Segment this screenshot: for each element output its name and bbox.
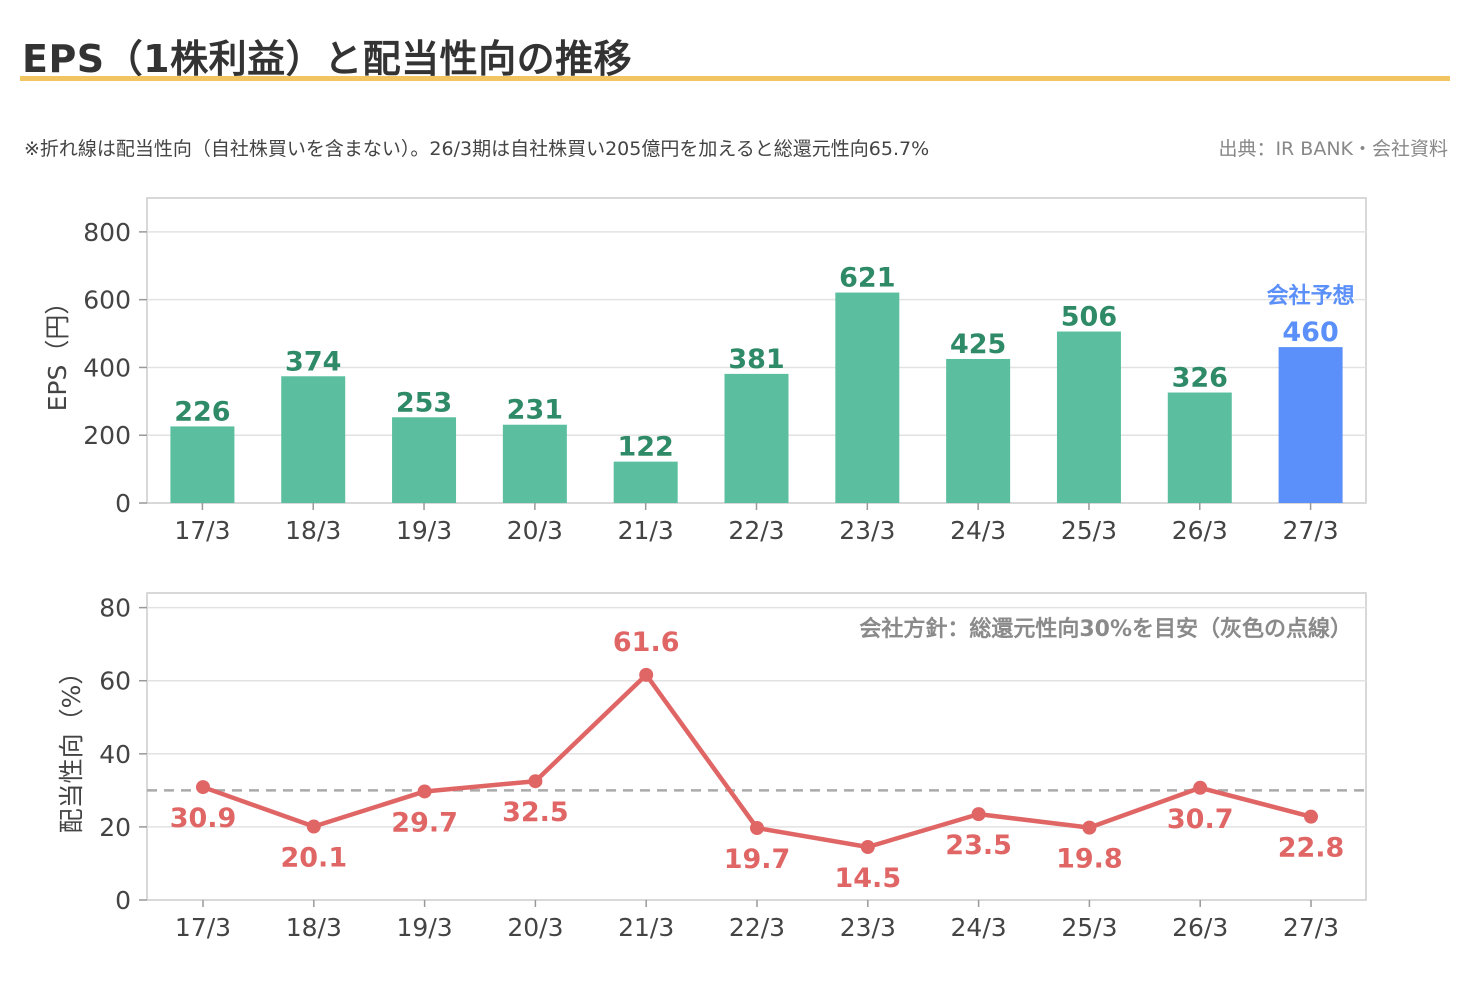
payout-line-chart: 0 20 40 60 80 配当性向（%） 会社方針：総還元性向30%を目安（灰色の点線） 3…: [57, 592, 1367, 942]
eps-x-tick-label: 20/3: [507, 516, 563, 545]
eps-value-label: 425: [950, 329, 1006, 360]
eps-value-label: 253: [396, 387, 452, 418]
eps-x-tick-label: 19/3: [396, 516, 452, 545]
payout-point: [971, 807, 986, 822]
eps-y-tick-label: 0: [115, 489, 131, 518]
payout-x-tick-label: 17/3: [175, 913, 231, 942]
eps-bar-chart: 0 200 400 600 800 EPS（円） 226 17/3 374 18/3 253 19/3…: [43, 197, 1367, 545]
payout-x-tick-label: 19/3: [397, 913, 453, 942]
chart-note: ※折れ線は配当性向（自社株買いを含まない）。26/3期は自社株買い205億円を加…: [24, 138, 930, 160]
payout-value-label: 30.9: [170, 803, 237, 834]
payout-y-tick-label: 60: [99, 667, 131, 696]
payout-value-label: 19.8: [1056, 844, 1123, 875]
eps-bar: [724, 373, 789, 503]
payout-point: [196, 780, 210, 795]
page-title: EPS（1株利益）と配当性向の推移: [22, 37, 633, 81]
payout-value-label: 14.5: [834, 863, 901, 894]
payout-point: [860, 840, 875, 855]
eps-x-tick-label: 25/3: [1061, 516, 1117, 545]
payout-value-label: 20.1: [280, 843, 347, 874]
payout-point: [750, 821, 764, 836]
eps-x-tick-label: 21/3: [618, 516, 674, 545]
eps-bar: [392, 417, 457, 503]
payout-x-tick-label: 26/3: [1172, 913, 1228, 942]
payout-x-tick-label: 25/3: [1061, 913, 1117, 942]
eps-x-tick-label: 17/3: [174, 516, 230, 545]
payout-value-label: 30.7: [1167, 804, 1234, 835]
eps-bar-forecast: [1278, 347, 1343, 503]
payout-value-label: 23.5: [945, 830, 1012, 861]
payout-y-tick-label: 40: [99, 740, 131, 769]
payout-point: [306, 819, 321, 834]
eps-value-label: 621: [839, 263, 895, 294]
payout-x-tick-label: 27/3: [1283, 913, 1339, 942]
eps-y-tick-label: 600: [83, 286, 131, 315]
eps-value-label: 226: [174, 396, 230, 427]
payout-x-tick-label: 21/3: [618, 913, 674, 942]
eps-value-label: 122: [617, 432, 673, 463]
payout-value-label: 29.7: [391, 807, 458, 838]
eps-bar: [1056, 331, 1121, 503]
payout-point: [1082, 820, 1097, 835]
payout-point: [417, 784, 432, 799]
payout-x-tick-label: 23/3: [840, 913, 896, 942]
eps-bar: [1167, 392, 1232, 503]
eps-x-tick-label: 18/3: [285, 516, 341, 545]
payout-y-tick-label: 0: [115, 886, 131, 915]
payout-reference-note: 会社方針：総還元性向30%を目安（灰色の点線）: [859, 616, 1352, 642]
eps-y-tick-label: 400: [83, 353, 131, 382]
payout-value-label: 19.7: [724, 844, 791, 875]
source-credit: 出典：IR BANK・会社資料: [1218, 138, 1448, 160]
payout-value-label: 22.8: [1278, 833, 1345, 864]
payout-point: [1304, 809, 1318, 824]
payout-x-tick-label: 24/3: [951, 913, 1007, 942]
eps-y-tick-label: 800: [83, 218, 131, 247]
payout-value-label: 32.5: [502, 797, 569, 828]
eps-bar: [170, 426, 235, 503]
eps-y-tick-label: 200: [83, 421, 131, 450]
payout-x-tick-label: 18/3: [286, 913, 342, 942]
payout-y-tick-label: 80: [99, 594, 131, 623]
eps-value-label: 506: [1061, 302, 1117, 333]
eps-bar: [613, 461, 678, 503]
payout-y-tick-label: 20: [99, 813, 131, 842]
payout-y-axis-label: 配当性向（%）: [57, 660, 86, 834]
payout-value-label: 61.6: [613, 627, 680, 658]
eps-value-label: 326: [1172, 363, 1228, 394]
eps-forecast-label: 会社予想: [1267, 283, 1355, 309]
eps-x-tick-label: 22/3: [728, 516, 784, 545]
payout-x-tick-label: 20/3: [507, 913, 563, 942]
eps-y-axis-label: EPS（円）: [43, 290, 72, 412]
payout-point: [639, 667, 654, 682]
payout-label-backdrop: [833, 863, 902, 894]
payout-point: [1193, 780, 1208, 795]
eps-bar: [946, 358, 1011, 503]
eps-bar: [502, 424, 567, 503]
eps-x-tick-label: 26/3: [1172, 516, 1228, 545]
eps-x-tick-label: 23/3: [839, 516, 895, 545]
eps-x-tick-label: 24/3: [950, 516, 1006, 545]
payout-point: [528, 774, 543, 789]
title-underline: [20, 76, 1450, 81]
payout-x-tick-label: 22/3: [729, 913, 785, 942]
eps-value-label: 381: [728, 344, 784, 375]
eps-bar: [281, 376, 346, 503]
eps-value-label: 231: [507, 395, 563, 426]
eps-value-label: 374: [285, 346, 341, 377]
eps-bar: [835, 292, 900, 503]
eps-value-label: 460: [1282, 317, 1338, 348]
eps-x-tick-label: 27/3: [1283, 516, 1339, 545]
